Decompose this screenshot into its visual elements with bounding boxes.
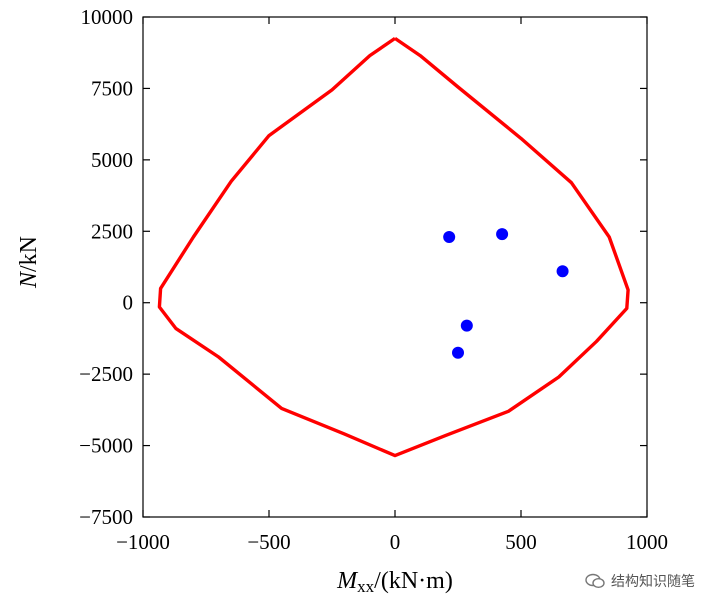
load-point [443,231,456,243]
load-point [452,346,464,359]
x-tick-labels: −1000 −500 0 500 1000 [116,530,668,554]
plot-area [142,16,648,518]
series-layer [157,36,630,458]
y-tick-label: −7500 [79,505,133,529]
x-axis-title: Mxx/(kN·m) [336,568,453,596]
watermark: 结构知识随笔 [585,571,695,591]
y-tick-label: 0 [123,291,134,315]
y-tick-labels: 10000 7500 5000 2500 0 −2500 −5000 −7500 [79,5,133,529]
x-tick-label: −1000 [116,530,170,554]
load-point [556,265,569,278]
y-tick-label: 10000 [81,5,134,29]
axis-ticks [142,16,648,518]
x-tick-label: 0 [390,530,401,554]
interaction-curve-line [157,36,630,458]
y-tick-label: 7500 [91,76,133,100]
load-point [460,319,473,332]
y-tick-label: −5000 [79,434,133,458]
watermark-text: 结构知识随笔 [611,574,695,590]
load-point [496,228,509,241]
y-tick-label: 2500 [91,219,133,243]
x-tick-label: −500 [247,530,290,554]
x-tick-label: 1000 [626,530,668,554]
y-tick-label: −2500 [79,362,133,386]
y-axis-title: N/kN [16,236,42,289]
wechat-icon [585,573,605,589]
y-tick-label: 5000 [91,148,133,172]
x-tick-label: 500 [505,530,537,554]
